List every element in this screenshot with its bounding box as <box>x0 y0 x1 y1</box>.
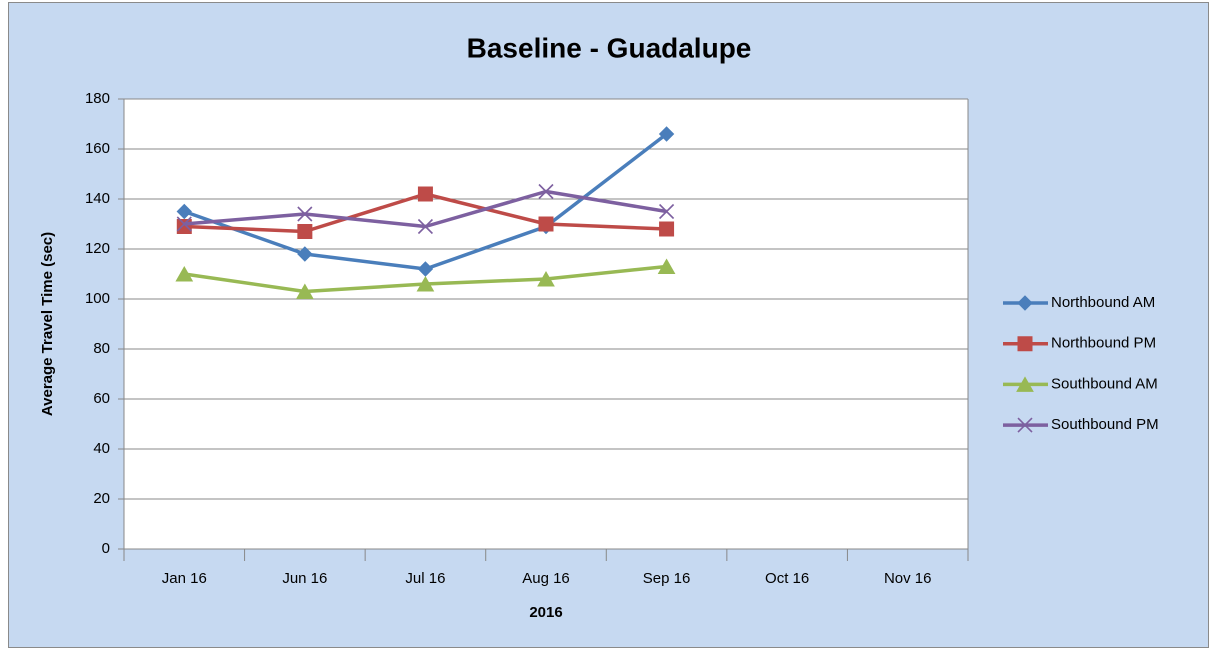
data-point <box>538 183 554 200</box>
x-tick-label: Jun 16 <box>282 570 327 587</box>
y-tick-label: 20 <box>93 490 110 507</box>
data-point <box>659 221 675 237</box>
y-tick-label: 60 <box>93 390 110 407</box>
data-point <box>537 270 555 287</box>
data-point <box>176 203 192 220</box>
data-point <box>297 246 313 262</box>
x-tick-label: Oct 16 <box>765 570 809 587</box>
legend-label: Northbound PM <box>1051 335 1156 352</box>
x-tick-label: Jul 16 <box>405 570 445 587</box>
data-point <box>416 275 435 292</box>
x-tick-label: Aug 16 <box>522 570 570 587</box>
data-point <box>659 203 675 220</box>
legend-marker <box>1017 336 1033 352</box>
legend-marker <box>1016 376 1034 392</box>
data-point <box>297 224 313 239</box>
chart-title: Baseline - Guadalupe <box>467 32 752 63</box>
data-point <box>297 206 313 222</box>
y-tick-label: 80 <box>93 340 110 357</box>
y-axis-title: Average Travel Time (sec) <box>39 232 56 416</box>
legend-marker <box>1017 417 1033 433</box>
data-point <box>295 283 314 299</box>
x-tick-label: Sep 16 <box>643 570 691 587</box>
legend-marker <box>1017 295 1033 311</box>
y-tick-label: 40 <box>93 440 110 457</box>
y-tick-label: 160 <box>85 140 110 157</box>
legend-label: Southbound AM <box>1051 375 1158 392</box>
data-point <box>175 265 194 282</box>
x-tick-label: Nov 16 <box>884 570 932 587</box>
data-point <box>417 218 433 235</box>
y-tick-label: 100 <box>85 290 110 307</box>
legend-label: Southbound PM <box>1051 416 1159 433</box>
y-tick-label: 120 <box>85 240 110 257</box>
data-point <box>176 219 192 234</box>
data-point <box>538 216 554 232</box>
x-axis-title: 2016 <box>529 604 562 621</box>
data-point <box>657 258 676 274</box>
plot-area <box>124 99 968 549</box>
x-tick-label: Jan 16 <box>162 570 207 587</box>
y-tick-label: 0 <box>102 540 110 557</box>
legend-label: Northbound AM <box>1051 294 1155 311</box>
data-point <box>417 186 433 202</box>
data-point <box>176 216 192 232</box>
y-tick-label: 140 <box>85 190 110 207</box>
data-point <box>658 126 675 142</box>
y-tick-label: 180 <box>85 90 110 107</box>
